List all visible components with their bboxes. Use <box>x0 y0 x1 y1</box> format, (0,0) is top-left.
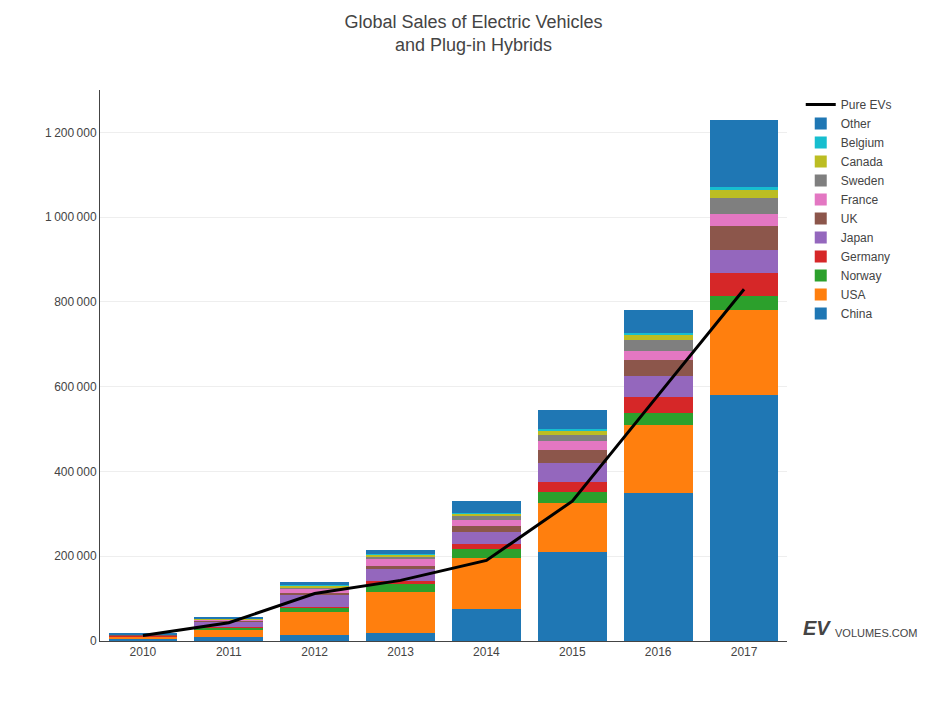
svg-text:200 000: 200 000 <box>54 549 97 563</box>
svg-text:UK: UK <box>841 212 858 226</box>
svg-text:400 000: 400 000 <box>54 465 97 479</box>
svg-text:2011: 2011 <box>216 645 242 659</box>
svg-text:Pure EVs: Pure EVs <box>841 98 892 112</box>
svg-text:Global Sales of Electric Vehic: Global Sales of Electric Vehiclesand Plu… <box>344 12 602 55</box>
svg-text:2016: 2016 <box>645 645 672 659</box>
svg-text:2017: 2017 <box>731 645 758 659</box>
svg-text:Sweden: Sweden <box>841 174 884 188</box>
svg-text:Norway: Norway <box>841 269 882 283</box>
svg-text:EV: EV <box>803 617 831 639</box>
svg-text:Germany: Germany <box>841 250 890 264</box>
svg-text:800 000: 800 000 <box>54 295 97 309</box>
svg-text:0: 0 <box>90 634 97 648</box>
svg-text:China: China <box>841 307 873 321</box>
svg-text:USA: USA <box>841 288 866 302</box>
svg-text:2014: 2014 <box>473 645 500 659</box>
svg-text:1 200 000: 1 200 000 <box>45 126 97 140</box>
svg-text:1 000 000: 1 000 000 <box>45 210 97 224</box>
svg-text:2015: 2015 <box>559 645 586 659</box>
svg-text:France: France <box>841 193 879 207</box>
svg-text:2012: 2012 <box>301 645 328 659</box>
svg-text:Other: Other <box>841 117 871 131</box>
svg-text:Canada: Canada <box>841 155 883 169</box>
svg-text:Japan: Japan <box>841 231 874 245</box>
svg-text:2010: 2010 <box>130 645 157 659</box>
svg-text:VOLUMES.COM: VOLUMES.COM <box>835 627 918 639</box>
svg-text:2013: 2013 <box>387 645 414 659</box>
svg-text:Belgium: Belgium <box>841 136 884 150</box>
svg-text:600 000: 600 000 <box>54 380 97 394</box>
